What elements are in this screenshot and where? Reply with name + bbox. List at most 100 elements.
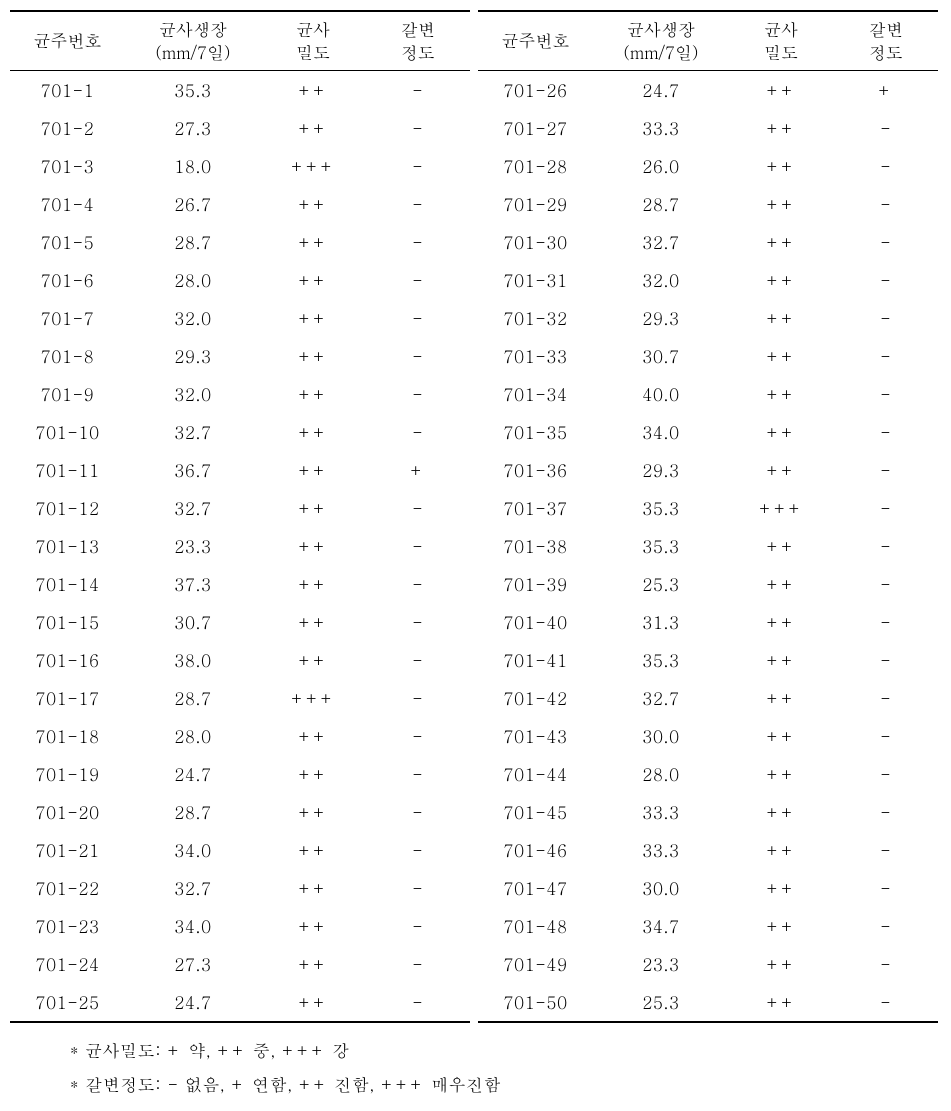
cell-growth: 32.7 <box>125 869 261 907</box>
cell-growth: 32.0 <box>125 375 261 413</box>
header-strain-no: 균주번호 <box>10 11 125 70</box>
footnote-browning: * 갈변정도: - 없음, + 연함, ++ 진함, +++ 매우진함 <box>70 1067 941 1101</box>
cell-density: ++ <box>729 641 834 679</box>
cell-id: 701-28 <box>478 147 593 185</box>
cell-density: ++ <box>729 375 834 413</box>
header-browning-l2: 정도 <box>835 41 936 64</box>
cell-density: ++ <box>729 527 834 565</box>
cell-brown: - <box>365 717 470 755</box>
cell-id: 701-47 <box>478 869 593 907</box>
cell-density: ++ <box>261 299 366 337</box>
cell-brown: - <box>833 489 938 527</box>
cell-id: 701-21 <box>10 831 125 869</box>
cell-brown: - <box>833 945 938 983</box>
header-strain-no-text: 균주번호 <box>501 28 569 52</box>
cell-growth: 28.0 <box>125 717 261 755</box>
header-strain-no-text: 균주번호 <box>33 28 101 52</box>
table-row: 701-932.0++- <box>10 375 470 413</box>
cell-density: ++ <box>729 413 834 451</box>
table-row: 701-3032.7++- <box>478 223 938 261</box>
cell-growth: 25.3 <box>593 983 729 1022</box>
table-row: 701-4428.0++- <box>478 755 938 793</box>
header-growth-l2: (mm/7일) <box>127 41 259 64</box>
cell-id: 701-16 <box>10 641 125 679</box>
cell-id: 701-27 <box>478 109 593 147</box>
cell-id: 701-13 <box>10 527 125 565</box>
cell-density: ++ <box>261 223 366 261</box>
table-row: 701-227.3++- <box>10 109 470 147</box>
cell-brown: - <box>833 603 938 641</box>
table-row: 701-3229.3++- <box>478 299 938 337</box>
cell-brown: - <box>365 793 470 831</box>
cell-growth: 29.3 <box>593 451 729 489</box>
cell-brown: - <box>833 831 938 869</box>
table-row: 701-2028.7++- <box>10 793 470 831</box>
cell-growth: 28.7 <box>125 679 261 717</box>
cell-id: 701-10 <box>10 413 125 451</box>
table-row: 701-1530.7++- <box>10 603 470 641</box>
cell-growth: 32.7 <box>593 223 729 261</box>
cell-density: ++ <box>729 831 834 869</box>
cell-growth: 29.3 <box>593 299 729 337</box>
table-row: 701-3925.3++- <box>478 565 938 603</box>
table-row: 701-4834.7++- <box>478 907 938 945</box>
cell-density: ++ <box>729 185 834 223</box>
cell-growth: 32.7 <box>593 679 729 717</box>
table-row: 701-2826.0++- <box>478 147 938 185</box>
header-growth-l1: 균사생장 <box>595 18 727 41</box>
cell-brown: - <box>365 831 470 869</box>
cell-growth: 38.0 <box>125 641 261 679</box>
cell-growth: 36.7 <box>125 451 261 489</box>
cell-density: ++ <box>261 489 366 527</box>
table-row: 701-2232.7++- <box>10 869 470 907</box>
table-row: 701-4633.3++- <box>478 831 938 869</box>
cell-id: 701-26 <box>478 70 593 109</box>
cell-growth: 24.7 <box>125 983 261 1022</box>
cell-id: 701-41 <box>478 641 593 679</box>
table-row: 701-4923.3++- <box>478 945 938 983</box>
cell-id: 701-37 <box>478 489 593 527</box>
cell-brown: - <box>365 869 470 907</box>
tables-container: 균주번호 균사생장 (mm/7일) 균사 밀도 갈변 정도 701-135.3+… <box>10 10 941 1023</box>
cell-id: 701-44 <box>478 755 593 793</box>
cell-brown: - <box>365 147 470 185</box>
header-density-l1: 균사 <box>263 18 364 41</box>
cell-density: ++ <box>261 869 366 907</box>
table-row: 701-1638.0++- <box>10 641 470 679</box>
cell-brown: - <box>365 223 470 261</box>
cell-id: 701-15 <box>10 603 125 641</box>
cell-brown: - <box>365 945 470 983</box>
cell-brown: - <box>833 147 938 185</box>
cell-brown: + <box>833 70 938 109</box>
table-row: 701-4533.3++- <box>478 793 938 831</box>
cell-growth: 34.0 <box>593 413 729 451</box>
cell-brown: - <box>833 451 938 489</box>
cell-brown: - <box>365 185 470 223</box>
cell-id: 701-3 <box>10 147 125 185</box>
cell-density: ++ <box>261 185 366 223</box>
cell-density: ++ <box>261 945 366 983</box>
cell-growth: 33.3 <box>593 831 729 869</box>
cell-id: 701-31 <box>478 261 593 299</box>
cell-brown: - <box>833 185 938 223</box>
cell-id: 701-6 <box>10 261 125 299</box>
table-row: 701-318.0+++- <box>10 147 470 185</box>
cell-density: ++ <box>261 527 366 565</box>
header-growth: 균사생장 (mm/7일) <box>593 11 729 70</box>
cell-growth: 26.0 <box>593 147 729 185</box>
header-growth-l1: 균사생장 <box>127 18 259 41</box>
table-row: 701-3440.0++- <box>478 375 938 413</box>
cell-brown: - <box>365 641 470 679</box>
cell-brown: - <box>833 109 938 147</box>
table-row: 701-4135.3++- <box>478 641 938 679</box>
table-row: 701-2334.0++- <box>10 907 470 945</box>
cell-brown: - <box>833 375 938 413</box>
cell-brown: - <box>833 223 938 261</box>
cell-growth: 32.0 <box>593 261 729 299</box>
cell-density: ++ <box>729 565 834 603</box>
cell-growth: 23.3 <box>593 945 729 983</box>
cell-density: ++ <box>729 451 834 489</box>
cell-density: +++ <box>261 679 366 717</box>
cell-density: ++ <box>261 755 366 793</box>
cell-growth: 27.3 <box>125 945 261 983</box>
